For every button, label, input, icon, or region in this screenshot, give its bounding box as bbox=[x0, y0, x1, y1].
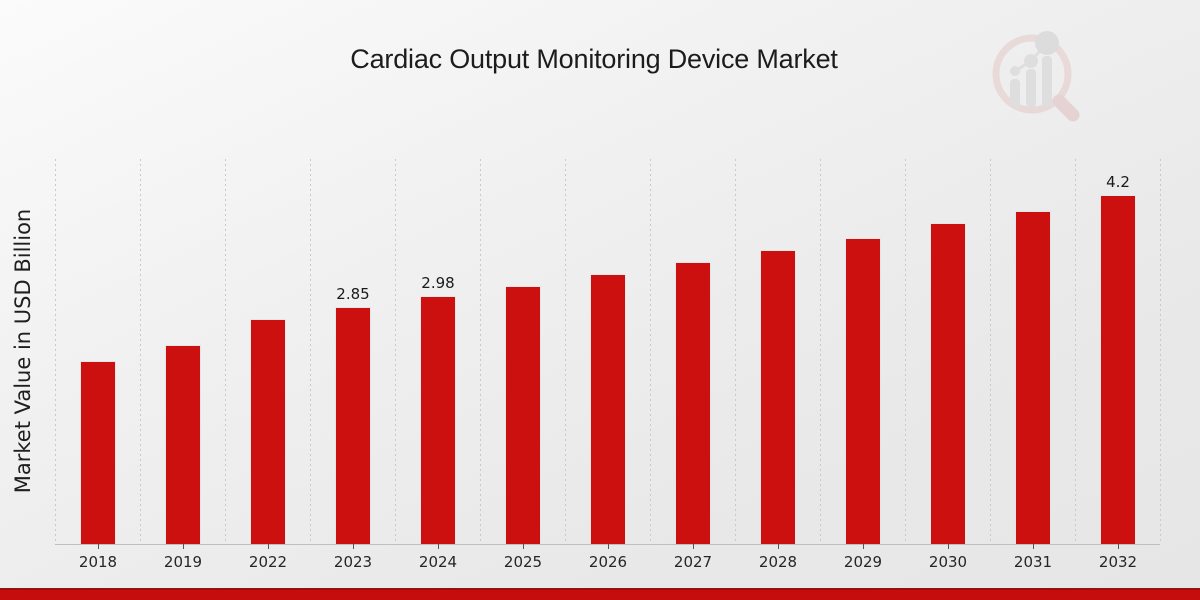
bar-2029 bbox=[845, 238, 881, 544]
bar-2032 bbox=[1100, 195, 1136, 544]
vertical-gridline bbox=[1075, 159, 1076, 544]
bar-2028 bbox=[760, 250, 796, 544]
bar-2018 bbox=[80, 361, 116, 544]
vertical-gridline bbox=[990, 159, 991, 544]
x-tick-label-2024: 2024 bbox=[418, 553, 458, 571]
vertical-gridline bbox=[225, 159, 226, 544]
x-tick-label-2025: 2025 bbox=[503, 553, 543, 571]
x-tick-label-2018: 2018 bbox=[78, 553, 118, 571]
x-axis-tick bbox=[268, 544, 269, 549]
vertical-gridline bbox=[650, 159, 651, 544]
vertical-gridline bbox=[1160, 159, 1161, 544]
x-tick-label-2026: 2026 bbox=[588, 553, 628, 571]
bar-value-label-2024: 2.98 bbox=[421, 274, 455, 292]
vertical-gridline bbox=[140, 159, 141, 544]
x-tick-label-2028: 2028 bbox=[758, 553, 798, 571]
x-tick-label-2019: 2019 bbox=[163, 553, 203, 571]
bar-value-label-2023: 2.85 bbox=[336, 285, 370, 303]
x-tick-label-2027: 2027 bbox=[673, 553, 713, 571]
bar-2027 bbox=[675, 262, 711, 544]
x-tick-label-2032: 2032 bbox=[1098, 553, 1138, 571]
vertical-gridline bbox=[820, 159, 821, 544]
x-axis-tick bbox=[353, 544, 354, 549]
vertical-gridline bbox=[565, 159, 566, 544]
x-axis-tick bbox=[608, 544, 609, 549]
y-axis-label: Market Value in USD Billion bbox=[11, 208, 35, 494]
x-axis-tick bbox=[438, 544, 439, 549]
bar-2031 bbox=[1015, 211, 1051, 544]
vertical-gridline bbox=[395, 159, 396, 544]
x-axis-tick bbox=[863, 544, 864, 549]
vertical-gridline bbox=[905, 159, 906, 544]
market-research-future-logo-icon bbox=[992, 31, 1080, 122]
x-axis-tick bbox=[183, 544, 184, 549]
bar-2019 bbox=[165, 345, 201, 544]
x-axis-tick bbox=[778, 544, 779, 549]
bar-2024 bbox=[420, 296, 456, 544]
chart-title: Cardiac Output Monitoring Device Market bbox=[350, 44, 838, 74]
bar-2025 bbox=[505, 286, 541, 544]
bar-value-label-2032: 4.2 bbox=[1106, 173, 1130, 191]
x-axis-tick bbox=[948, 544, 949, 549]
vertical-gridline bbox=[310, 159, 311, 544]
x-axis-tick bbox=[98, 544, 99, 549]
bar-2026 bbox=[590, 274, 626, 544]
x-tick-label-2030: 2030 bbox=[928, 553, 968, 571]
bar-2022 bbox=[250, 319, 286, 544]
x-axis-tick bbox=[1118, 544, 1119, 549]
vertical-gridline bbox=[480, 159, 481, 544]
x-tick-label-2023: 2023 bbox=[333, 553, 373, 571]
vertical-gridline bbox=[735, 159, 736, 544]
footer-accent-band bbox=[0, 588, 1200, 600]
x-tick-label-2029: 2029 bbox=[843, 553, 883, 571]
bar-2023 bbox=[335, 307, 371, 544]
x-axis-tick bbox=[1033, 544, 1034, 549]
x-axis-tick bbox=[693, 544, 694, 549]
x-tick-label-2022: 2022 bbox=[248, 553, 288, 571]
x-axis-tick bbox=[523, 544, 524, 549]
plot-area: 2018 2019 2022 2.85 2023 2.98 2024 2025 2026 2027… bbox=[55, 159, 1161, 571]
vertical-gridline bbox=[55, 159, 56, 544]
bar-2030 bbox=[930, 223, 966, 544]
x-tick-label-2031: 2031 bbox=[1013, 553, 1053, 571]
